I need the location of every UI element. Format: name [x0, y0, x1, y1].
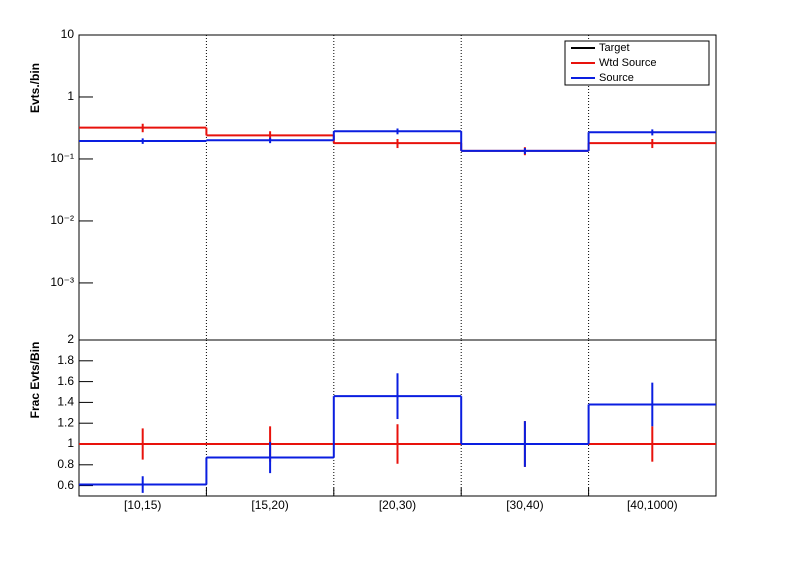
y-tick-label: 10⁻²: [50, 213, 74, 227]
y-tick-label: 2: [67, 332, 74, 346]
y-tick-label: 0.6: [57, 478, 74, 492]
x-tick-label: [10,15): [124, 498, 161, 512]
y-tick-label: 0.8: [57, 457, 74, 471]
y-tick-label: 1.8: [57, 353, 74, 367]
y-axis-title: Evts./bin: [28, 63, 42, 113]
y-tick-label: 10⁻³: [50, 275, 74, 289]
x-tick-label: [40,1000): [627, 498, 678, 512]
legend-label: Wtd Source: [599, 57, 656, 69]
x-tick-label: [20,30): [379, 498, 416, 512]
plot-frame: [78, 339, 717, 497]
legend-label: Target: [599, 42, 630, 54]
y-tick-label: 1: [67, 89, 74, 103]
x-tick-label: [30,40): [506, 498, 543, 512]
y-tick-label: 10⁻¹: [50, 151, 74, 165]
legend-label: Source: [599, 72, 634, 84]
y-tick-label: 1.6: [57, 374, 74, 388]
y-tick-label: 1.2: [57, 415, 74, 429]
y-tick-label: 1.4: [57, 395, 74, 409]
y-axis-title: Frac Evts/Bin: [28, 342, 42, 419]
y-tick-label: 10: [61, 27, 75, 41]
x-tick-label: [15,20): [251, 498, 288, 512]
y-tick-label: 1: [67, 436, 74, 450]
